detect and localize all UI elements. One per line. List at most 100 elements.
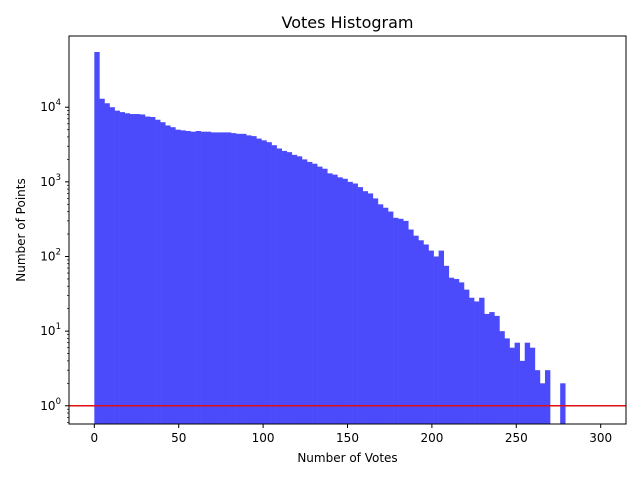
x-tick-label: 50 xyxy=(171,431,186,445)
histogram-bar xyxy=(509,347,515,424)
x-axis-label: Number of Votes xyxy=(297,451,397,465)
histogram-bar xyxy=(165,125,171,425)
histogram-bar xyxy=(377,204,384,424)
histogram-bar xyxy=(286,152,293,424)
histogram-bar xyxy=(150,116,156,424)
histogram-bar xyxy=(301,159,308,424)
histogram-bar xyxy=(332,174,338,424)
y-axis-ticks: 100 101 102 103 104 xyxy=(40,98,69,423)
histogram-bar xyxy=(266,142,272,424)
histogram-bar xyxy=(134,114,141,424)
y-tick-label: 101 xyxy=(40,322,61,338)
histogram-bar xyxy=(342,178,348,424)
histogram-bar xyxy=(205,131,212,424)
histogram-bar xyxy=(560,383,566,424)
histogram-bar xyxy=(469,297,475,424)
x-tick-label: 250 xyxy=(505,431,528,445)
histogram-bar xyxy=(200,131,207,424)
chart-title: Votes Histogram xyxy=(281,13,413,32)
histogram-bar xyxy=(139,114,146,424)
histogram-bar xyxy=(124,113,131,425)
histogram-bar xyxy=(327,173,333,424)
histogram-bar xyxy=(312,163,318,424)
histogram-bar xyxy=(180,130,186,424)
histogram-bar xyxy=(195,131,201,424)
histogram-bar xyxy=(160,122,166,425)
histogram-bar xyxy=(190,131,196,424)
histogram-bar xyxy=(210,132,217,424)
histogram-bar xyxy=(170,127,176,425)
histogram-bar xyxy=(418,240,424,424)
histogram-bar xyxy=(251,136,257,424)
histogram-bar xyxy=(489,312,495,424)
histogram-bar xyxy=(438,250,445,424)
histogram-bar xyxy=(514,342,520,424)
y-tick-label: 102 xyxy=(40,248,61,264)
histogram-bar xyxy=(231,133,237,424)
x-tick-label: 150 xyxy=(336,431,359,445)
histogram-bar xyxy=(529,347,536,424)
histogram-bar xyxy=(291,154,298,424)
histogram-bar xyxy=(357,187,363,424)
histogram-bar xyxy=(322,168,328,424)
histogram-bar xyxy=(109,107,115,425)
histogram-bar xyxy=(367,193,374,424)
histogram-bar xyxy=(296,156,303,424)
histogram-bar xyxy=(256,138,262,424)
histogram-bar xyxy=(276,148,282,424)
histogram-bar xyxy=(408,229,414,424)
histogram-bar xyxy=(372,198,379,424)
histogram-bar xyxy=(306,161,313,424)
x-tick-label: 200 xyxy=(420,431,443,445)
histogram-bar xyxy=(241,133,247,424)
histogram-bar xyxy=(215,132,222,424)
histogram-bar xyxy=(544,370,551,424)
histogram-bar xyxy=(453,278,460,424)
y-tick-label: 103 xyxy=(40,173,61,189)
histogram-bar xyxy=(539,383,546,424)
histogram-bar xyxy=(382,207,389,424)
histogram-bar xyxy=(261,140,267,425)
histogram-bar xyxy=(484,313,490,424)
histogram-bar xyxy=(352,183,358,424)
histogram-bar xyxy=(398,218,404,424)
histogram-bar xyxy=(337,177,343,424)
histogram-bar xyxy=(317,166,323,424)
histogram-bar xyxy=(463,289,470,424)
histogram-bar xyxy=(155,119,161,425)
histogram-bar xyxy=(534,370,541,424)
histogram-bar xyxy=(104,103,110,425)
histogram-bar xyxy=(448,277,455,424)
histogram-bar xyxy=(144,116,151,425)
histogram-bar xyxy=(119,112,125,424)
histogram-bar xyxy=(271,145,277,424)
histogram-bar xyxy=(246,135,252,424)
histogram-bar xyxy=(347,181,353,424)
histogram-bar xyxy=(524,342,531,424)
histogram-bar xyxy=(423,244,429,424)
histogram-bar xyxy=(236,133,242,424)
histogram-bar xyxy=(499,331,505,424)
histogram-bar xyxy=(474,301,480,424)
histogram-bar xyxy=(281,150,288,424)
bars-group xyxy=(94,51,566,425)
histogram-bar xyxy=(519,360,526,424)
histogram-bar xyxy=(458,282,465,424)
histogram-bar xyxy=(494,315,500,424)
x-axis-ticks: 0 50 100 150 200 250 300 xyxy=(90,424,612,445)
x-tick-label: 0 xyxy=(90,431,98,445)
y-tick-label: 104 xyxy=(40,98,61,114)
histogram-bar xyxy=(413,235,419,424)
histogram-bar xyxy=(428,250,434,424)
histogram-bar xyxy=(225,132,232,424)
histogram-bar xyxy=(114,110,120,424)
histogram-bar xyxy=(504,338,510,424)
histogram-bar xyxy=(99,98,105,424)
x-tick-label: 300 xyxy=(589,431,612,445)
y-axis-label: Number of Points xyxy=(14,178,28,281)
histogram-bar xyxy=(388,211,394,424)
y-tick-label: 100 xyxy=(40,397,61,413)
histogram-bar xyxy=(479,297,485,424)
histogram-bar xyxy=(443,265,450,424)
